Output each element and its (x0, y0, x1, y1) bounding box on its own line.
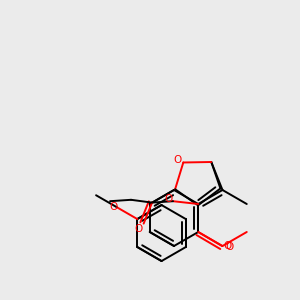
Text: O: O (225, 242, 233, 252)
Text: O: O (110, 202, 118, 212)
Text: O: O (164, 194, 172, 204)
Text: O: O (224, 241, 232, 251)
Text: O: O (173, 155, 182, 166)
Text: O: O (134, 224, 143, 234)
